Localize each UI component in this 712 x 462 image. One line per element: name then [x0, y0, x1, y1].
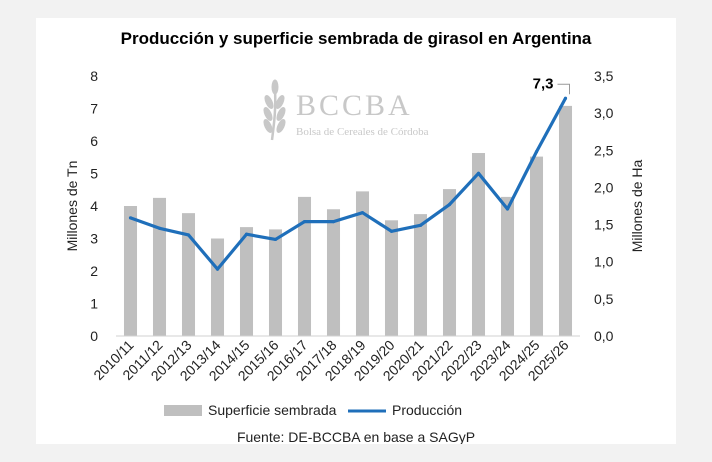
y-right-tick-label: 2,5	[594, 142, 614, 158]
y-left-tick-label: 8	[90, 68, 98, 84]
bar-2025/26	[558, 105, 573, 337]
produccion-point	[418, 223, 423, 227]
produccion-point	[128, 216, 133, 220]
produccion-point	[534, 150, 539, 154]
bar-2014/15	[239, 227, 254, 336]
chart-card: Producción y superficie sembrada de gira…	[36, 18, 676, 444]
produccion-point	[389, 229, 394, 233]
bar-2018/19	[355, 191, 370, 336]
chart-title: Producción y superficie sembrada de gira…	[121, 29, 592, 48]
watermark-subtitle: Bolsa de Cereales de Córdoba	[296, 126, 429, 138]
watermark-title: BCCBA	[296, 89, 413, 122]
y-left-tick-label: 4	[90, 198, 98, 214]
legend-swatch-superficie	[164, 405, 202, 416]
bar-2017/18	[326, 209, 341, 336]
produccion-point	[505, 207, 510, 211]
produccion-point	[273, 237, 278, 242]
produccion-point	[157, 226, 162, 230]
annotation-label: 7,3	[533, 75, 554, 92]
y-axis-right-label: Millones de Ha	[629, 159, 645, 252]
bar-2013/14	[210, 238, 225, 336]
produccion-line	[129, 97, 567, 271]
produccion-point	[476, 171, 481, 175]
produccion-point	[215, 267, 220, 271]
legend-label-produccion: Producción	[392, 402, 462, 418]
y-right-tick-label: 0,0	[594, 328, 614, 344]
bar-2022/23	[471, 153, 486, 336]
produccion-point	[302, 220, 307, 224]
bar-series	[123, 105, 573, 337]
bccba-watermark-logo: BCCBA Bolsa de Cereales de Córdoba	[263, 79, 429, 141]
y-left-tick-label: 1	[90, 296, 98, 312]
bar-2019/20	[384, 220, 399, 336]
y-left-tick-label: 0	[90, 328, 98, 344]
produccion-point	[447, 202, 452, 207]
source-note: Fuente: DE-BCCBA en base a SAGyP	[237, 429, 475, 444]
right-axis: 0,0 0,5 1,0 1,5 2,0 2,5 3,0 3,5	[594, 68, 614, 344]
bar-2023/24	[500, 196, 515, 336]
bar-2021/22	[442, 189, 457, 336]
y-left-tick-label: 7	[90, 101, 98, 117]
produccion-point	[186, 233, 191, 237]
produccion-point	[563, 96, 568, 100]
produccion-point	[360, 211, 365, 215]
left-axis: 0 1 2 3 4 5 6 7 8	[90, 68, 98, 344]
callout-leader	[557, 83, 570, 95]
y-right-tick-label: 3,5	[594, 68, 614, 84]
bar-2012/13	[181, 213, 196, 336]
produccion-point	[331, 220, 336, 224]
y-left-tick-label: 5	[90, 166, 98, 182]
chart: Producción y superficie sembrada de gira…	[64, 29, 645, 444]
y-right-tick-label: 1,5	[594, 217, 614, 233]
bar-2020/21	[413, 214, 428, 336]
y-right-tick-label: 1,0	[594, 254, 614, 270]
bar-2010/11	[123, 206, 138, 336]
y-left-tick-label: 6	[90, 133, 98, 149]
bar-2015/16	[268, 229, 283, 336]
y-axis-left-label: Millones de Tn	[64, 161, 80, 252]
bar-2011/12	[152, 197, 167, 336]
bar-2016/17	[297, 196, 312, 336]
y-left-tick-label: 3	[90, 231, 98, 247]
legend: Superficie sembrada Producción	[164, 402, 462, 418]
y-left-tick-label: 2	[90, 263, 98, 279]
bar-2024/25	[529, 156, 544, 336]
produccion-point	[244, 232, 249, 236]
line-series: 7,3	[128, 75, 570, 271]
legend-label-superficie: Superficie sembrada	[208, 402, 337, 418]
x-axis: 2010/112011/122012/132013/142014/152015/…	[90, 337, 572, 384]
y-right-tick-label: 3,0	[594, 105, 614, 121]
wheat-logo-icon	[263, 79, 286, 141]
y-right-tick-label: 2,0	[594, 179, 614, 195]
y-right-tick-label: 0,5	[594, 291, 614, 307]
